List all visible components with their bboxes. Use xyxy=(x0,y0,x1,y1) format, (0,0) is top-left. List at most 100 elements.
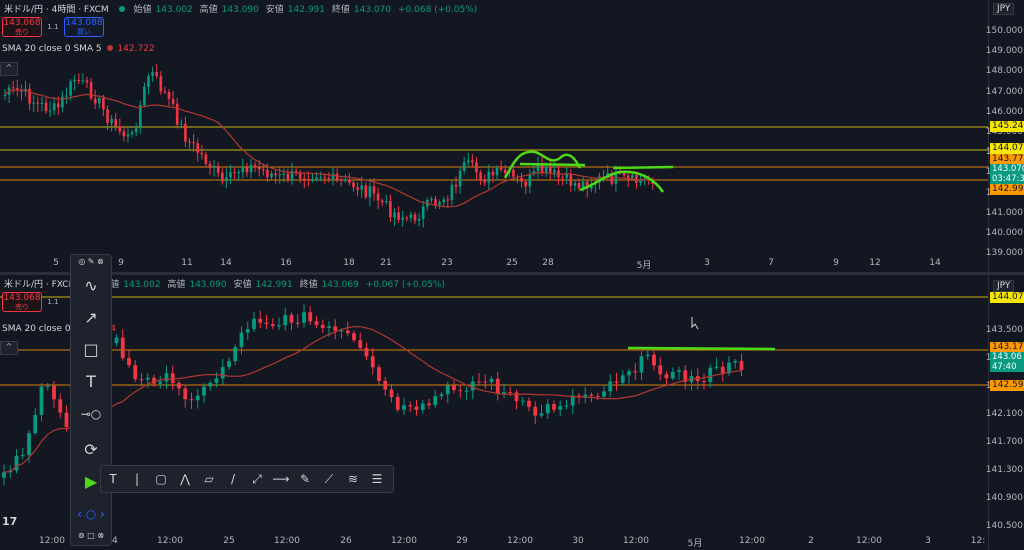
price-axis-bottom[interactable]: JPY 143.500143.000142.500142.100141.7001… xyxy=(985,275,1024,550)
indicator-dot-icon xyxy=(106,45,113,51)
candle xyxy=(220,366,225,379)
sell-button[interactable]: 143.068 売り xyxy=(2,17,42,37)
candle xyxy=(225,177,228,182)
chart-pane-top[interactable]: 米ドル/円 · 4時間 · FXCM 始値 143.002 高値 143.090 安… xyxy=(0,0,1024,272)
text-tool-icon[interactable]: T xyxy=(86,372,96,391)
fib-option-icon[interactable]: ≋ xyxy=(347,472,359,486)
candle xyxy=(98,98,101,104)
current-price-tag[interactable]: 143.06 47:40 xyxy=(990,352,1024,372)
cycle-tool-icon[interactable]: ⟳ xyxy=(84,440,98,459)
candle xyxy=(643,178,646,180)
currency-label[interactable]: JPY xyxy=(993,3,1015,15)
candle xyxy=(192,142,195,144)
current-price-tag[interactable]: 143.070 03:47:3 xyxy=(990,164,1024,184)
rectangle-tool-icon[interactable]: □ xyxy=(83,340,99,359)
rect-option-icon[interactable]: ▢ xyxy=(155,472,167,486)
candle xyxy=(702,381,706,383)
price-tick: 149.000 xyxy=(985,46,1023,57)
time-axis-bottom[interactable]: 12:00 24 12:00 25 12:00 26 12:00 29 12:00 30 12:00… xyxy=(0,534,988,550)
line-option-icon[interactable]: / xyxy=(230,472,236,486)
candle xyxy=(527,400,531,407)
candle xyxy=(458,390,463,392)
collapse-legend-button[interactable]: ^ xyxy=(0,341,18,355)
callout-option-icon[interactable]: ▱ xyxy=(204,472,214,486)
candle xyxy=(158,381,163,384)
candle xyxy=(52,103,56,111)
current-price: 143.06 xyxy=(992,352,1022,362)
candle xyxy=(233,347,238,362)
price-axis-top[interactable]: JPY 150.000 149.000 148.000 147.000 146.000 1… xyxy=(985,0,1024,272)
candle xyxy=(200,152,204,155)
close-label: 終値 xyxy=(331,5,350,15)
candle xyxy=(438,202,441,205)
buy-button[interactable]: 143.088 買い xyxy=(64,17,104,37)
candle xyxy=(270,324,275,326)
candle xyxy=(118,126,122,132)
price-tick: 141.700 xyxy=(985,437,1023,447)
price-level-tag[interactable]: 144.07 xyxy=(990,292,1024,303)
text-option-icon[interactable]: T xyxy=(109,472,117,486)
pattern-tool-icon[interactable]: ⊸○ xyxy=(80,407,102,421)
candle xyxy=(345,330,350,334)
pen-option-icon[interactable]: ✎ xyxy=(299,472,311,486)
candle xyxy=(733,361,738,363)
time-label: 3 xyxy=(704,258,710,268)
path-option-icon[interactable]: ⟋ xyxy=(324,472,334,486)
symbol-label[interactable]: 米ドル/円 · FXCM xyxy=(4,280,77,290)
horizontal-ray-icon[interactable]: ⟶ xyxy=(272,472,290,486)
indicator-legend-top[interactable]: SMA 20 close 0 SMA 5 142.722 xyxy=(2,44,155,54)
candle xyxy=(389,389,394,398)
candle xyxy=(214,378,219,383)
currency-label[interactable]: JPY xyxy=(993,280,1015,292)
candle xyxy=(239,332,244,348)
candle xyxy=(477,381,481,383)
candle xyxy=(714,366,719,368)
vertical-line-icon[interactable]: | xyxy=(134,472,140,486)
candle xyxy=(533,406,538,416)
candle xyxy=(139,379,144,381)
indicator-label: SMA 20 close 0 SMA 5 xyxy=(2,44,102,54)
candle xyxy=(553,170,556,173)
candle xyxy=(570,395,575,406)
toolbar-footer-icon[interactable]: ⊚ □ ⊗ xyxy=(77,531,105,540)
lines-option-icon[interactable]: ☰ xyxy=(371,472,383,486)
price-level-tag[interactable]: 142.998 xyxy=(990,184,1024,195)
time-label: 23 xyxy=(441,258,453,268)
pane-divider[interactable] xyxy=(0,272,1024,275)
collapse-legend-button[interactable]: ^ xyxy=(0,62,18,76)
candle xyxy=(3,94,7,96)
toolbar-header-icon[interactable]: ◎ ✎ ⊗ xyxy=(78,257,104,266)
price-level-tag[interactable]: 145.248 xyxy=(990,121,1024,132)
candle xyxy=(320,324,325,329)
price-level-tag[interactable]: 144.079 xyxy=(990,143,1024,154)
candle xyxy=(133,365,138,380)
candle xyxy=(358,340,363,348)
candle xyxy=(402,405,406,410)
polyline-option-icon[interactable]: ⋀ xyxy=(180,472,190,486)
price-level-tag[interactable]: 143.17 xyxy=(990,342,1024,353)
candle xyxy=(622,172,626,176)
brush-tool-icon[interactable]: ∿ xyxy=(84,276,98,295)
color-picker-icon[interactable]: ‹ ○ › xyxy=(77,507,105,521)
play-icon[interactable]: ▶ xyxy=(84,472,98,491)
time-label: 26 xyxy=(340,536,352,546)
tradingview-logo[interactable]: 17 xyxy=(2,515,18,528)
price-level-tag[interactable]: 142.59 xyxy=(990,380,1024,391)
time-axis-top[interactable]: 57911141618212325285月3791214 xyxy=(0,256,988,272)
candle xyxy=(413,214,417,221)
candle xyxy=(89,82,93,99)
symbol-label[interactable]: 米ドル/円 · 4時間 · FXCM xyxy=(4,5,109,15)
chart-canvas-top[interactable] xyxy=(0,0,988,272)
candle xyxy=(73,80,76,82)
candle xyxy=(739,361,744,370)
ray-option-icon[interactable]: ⤢ xyxy=(252,472,262,486)
chart-canvas-bottom[interactable] xyxy=(0,275,988,550)
drawing-stroke xyxy=(627,346,776,351)
arrow-tool-icon[interactable]: ↗ xyxy=(84,308,98,327)
price-level-tag[interactable]: 143.775 xyxy=(990,154,1024,165)
sell-button[interactable]: 143.068 売り xyxy=(2,292,42,312)
candle xyxy=(385,201,388,203)
candle xyxy=(114,118,117,127)
sma-line xyxy=(4,89,653,208)
